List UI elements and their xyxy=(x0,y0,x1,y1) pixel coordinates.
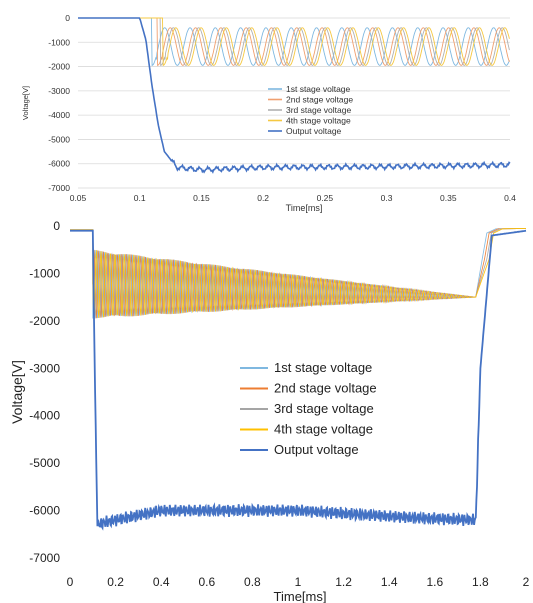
bottom-x-tick-label: 2 xyxy=(523,575,530,589)
bottom-x-axis-label: Time[ms] xyxy=(274,589,327,603)
bottom-x-tick-label: 1.6 xyxy=(426,575,443,589)
top-x-tick-label: 0.35 xyxy=(440,193,457,203)
top-x-tick-label: 0.15 xyxy=(193,193,210,203)
top-x-tick-label: 0.2 xyxy=(257,193,269,203)
bottom-x-tick-label: 1.8 xyxy=(472,575,489,589)
bottom-x-tick-label: 0 xyxy=(67,575,74,589)
top-legend-label: 3rd stage voltage xyxy=(286,105,351,115)
bottom-legend-label: Output voltage xyxy=(274,442,359,457)
bottom-legend-label: 4th stage voltage xyxy=(274,422,373,437)
bottom-y-tick-label: -5000 xyxy=(29,456,60,470)
bottom-legend-label: 1st stage voltage xyxy=(274,360,372,375)
top-x-tick-label: 0.3 xyxy=(381,193,393,203)
top-y-tick-label: -4000 xyxy=(48,110,70,120)
bottom-series-stage-3 xyxy=(70,227,527,319)
bottom-y-tick-label: -2000 xyxy=(29,314,60,328)
bottom-series-stage-4 xyxy=(70,227,527,319)
bottom-x-tick-label: 0.4 xyxy=(153,575,170,589)
bottom-y-axis-label: Voltage[V] xyxy=(9,360,25,424)
bottom-x-tick-label: 1.4 xyxy=(381,575,398,589)
top-series-stage-4 xyxy=(78,17,510,67)
bottom-y-tick-label: -1000 xyxy=(29,266,60,280)
top-y-tick-label: -7000 xyxy=(48,183,70,193)
top-y-tick-label: -5000 xyxy=(48,134,70,144)
bottom-x-tick-label: 1 xyxy=(295,575,302,589)
bottom-x-tick-label: 0.2 xyxy=(107,575,124,589)
bottom-legend-label: 2nd stage voltage xyxy=(274,381,377,396)
top-y-tick-label: 0 xyxy=(65,13,70,23)
bottom-x-tick-label: 0.6 xyxy=(198,575,215,589)
bottom-series-output xyxy=(70,229,527,531)
bottom-y-tick-label: 0 xyxy=(53,219,60,233)
top-y-tick-label: -1000 xyxy=(48,37,70,47)
top-series-output xyxy=(78,17,511,174)
top-y-axis-label: Voltage[V] xyxy=(21,86,30,120)
top-x-tick-label: 0.4 xyxy=(504,193,516,203)
top-legend-label: 4th stage voltage xyxy=(286,116,351,126)
bottom-y-tick-label: -7000 xyxy=(29,551,60,565)
bottom-y-tick-label: -4000 xyxy=(29,409,60,423)
bottom-y-tick-label: -6000 xyxy=(29,504,60,518)
bottom-legend-label: 3rd stage voltage xyxy=(274,401,374,416)
top-y-tick-label: -3000 xyxy=(48,86,70,96)
top-chart: 0 -1000 -2000 -3000 -4000 -5000 -6000 -70000.05… xyxy=(21,13,516,213)
top-legend-label: Output voltage xyxy=(286,126,342,136)
top-legend-label: 1st stage voltage xyxy=(286,84,351,94)
top-x-tick-label: 0.05 xyxy=(70,193,87,203)
top-y-tick-label: -2000 xyxy=(48,62,70,72)
top-x-axis-label: Time[ms] xyxy=(286,203,323,213)
bottom-x-tick-label: 1.2 xyxy=(335,575,352,589)
top-x-tick-label: 0.1 xyxy=(134,193,146,203)
bottom-y-tick-label: -3000 xyxy=(29,361,60,375)
bottom-chart: 0 -1000 -2000 -3000 -4000 -5000 -6000 -7000 0 0.2… xyxy=(9,219,530,603)
top-y-tick-label: -6000 xyxy=(48,159,70,169)
bottom-x-tick-label: 0.8 xyxy=(244,575,261,589)
bottom-legend: 1st stage voltage 2nd stage voltage 3rd st… xyxy=(240,360,377,457)
top-x-tick-label: 0.25 xyxy=(317,193,334,203)
top-legend-label: 2nd stage voltage xyxy=(286,95,353,105)
